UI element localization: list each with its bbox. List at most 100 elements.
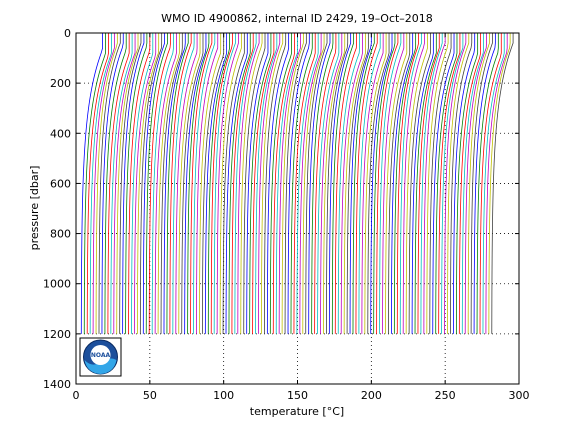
profile-line (80, 33, 103, 334)
profile-line (470, 33, 493, 334)
profile-line (355, 33, 378, 334)
profile-line (328, 33, 352, 334)
profile-line (391, 33, 414, 334)
y-tick-label: 1200 (43, 328, 71, 341)
profile-line (269, 33, 292, 334)
logo-wave (84, 358, 117, 374)
grid-lines (76, 33, 519, 384)
x-tick-label: 100 (213, 389, 234, 402)
profile-line (385, 33, 408, 334)
profile-line (417, 33, 440, 334)
profile-line (204, 33, 228, 334)
profile-line (234, 33, 257, 334)
profile-line (323, 33, 346, 334)
profile-line (163, 33, 186, 334)
profile-line (485, 33, 508, 334)
profile-line (196, 33, 219, 334)
profile-line (346, 33, 369, 334)
profile-line (107, 33, 130, 334)
profile-line (488, 33, 511, 334)
profile-line (166, 33, 189, 334)
profile-line (187, 33, 210, 334)
profile-line (444, 33, 467, 334)
profile-line (361, 33, 384, 334)
profile-line (438, 33, 461, 334)
profile-line (157, 33, 180, 334)
profile-line (290, 33, 313, 334)
x-tick-label: 50 (143, 389, 157, 402)
profile-line (447, 33, 470, 334)
y-tick-label: 400 (50, 127, 71, 140)
profile-line (272, 33, 295, 334)
profile-line (246, 33, 269, 334)
profile-line (219, 33, 242, 334)
profile-line (453, 33, 476, 334)
profile-line (216, 33, 239, 334)
profile-line (110, 33, 133, 334)
profile-line (255, 33, 278, 334)
profile-line (305, 33, 328, 334)
x-axis-label: temperature [°C] (250, 405, 344, 418)
logo-inner (90, 345, 111, 365)
profile-line (373, 33, 396, 334)
profile-line (134, 33, 157, 334)
logo-text: NOAA (91, 352, 111, 359)
profile-line (160, 33, 183, 334)
profile-line (207, 33, 230, 334)
profile-line (128, 33, 151, 334)
profile-line (125, 33, 148, 334)
profile-line (213, 33, 236, 334)
profile-line (450, 33, 473, 334)
profile-line (455, 33, 479, 334)
profile-line (169, 33, 192, 334)
profile-line (491, 33, 514, 334)
profile-line (184, 33, 207, 334)
profile-line (154, 33, 177, 334)
profile-line (278, 33, 301, 334)
y-tick-label: 800 (50, 228, 71, 241)
profile-line (364, 33, 387, 334)
profile-line (266, 33, 290, 334)
profile-line (458, 33, 482, 334)
profile-line (473, 33, 496, 334)
profile-line (367, 33, 390, 334)
profile-lines (80, 33, 514, 334)
profile-line (190, 33, 213, 334)
profile-line (228, 33, 251, 334)
profile-line (199, 33, 222, 334)
x-tick-label: 250 (435, 389, 456, 402)
profile-line (148, 33, 171, 334)
profile-line (142, 33, 165, 334)
profile-line (287, 33, 310, 334)
profile-line (376, 33, 399, 334)
profile-line (104, 33, 127, 334)
x-tick-label: 300 (509, 389, 530, 402)
profile-line (293, 33, 316, 334)
profile-line (396, 33, 419, 334)
profile-line (122, 33, 145, 334)
profile-line (482, 33, 505, 334)
profile-line (379, 33, 402, 334)
chart-title: WMO ID 4900862, internal ID 2429, 19–Oct… (161, 12, 433, 25)
profile-line (299, 33, 322, 334)
profile-line (240, 33, 263, 334)
profile-line (261, 33, 284, 334)
profile-line (231, 33, 254, 334)
profile-line (432, 33, 455, 334)
profile-line (263, 33, 287, 334)
profile-line (382, 33, 405, 334)
profile-line (402, 33, 425, 334)
profile-line (201, 33, 225, 334)
profile-line (388, 33, 411, 334)
profile-line (225, 33, 248, 334)
profile-line (243, 33, 266, 334)
y-axis-label: pressure [dbar] (28, 166, 41, 251)
profile-line (343, 33, 366, 334)
profile-line (334, 33, 357, 334)
profile-line (461, 33, 484, 334)
profile-line (476, 33, 499, 334)
profile-line (311, 33, 334, 334)
profile-line (131, 33, 154, 334)
profile-line (89, 33, 112, 334)
